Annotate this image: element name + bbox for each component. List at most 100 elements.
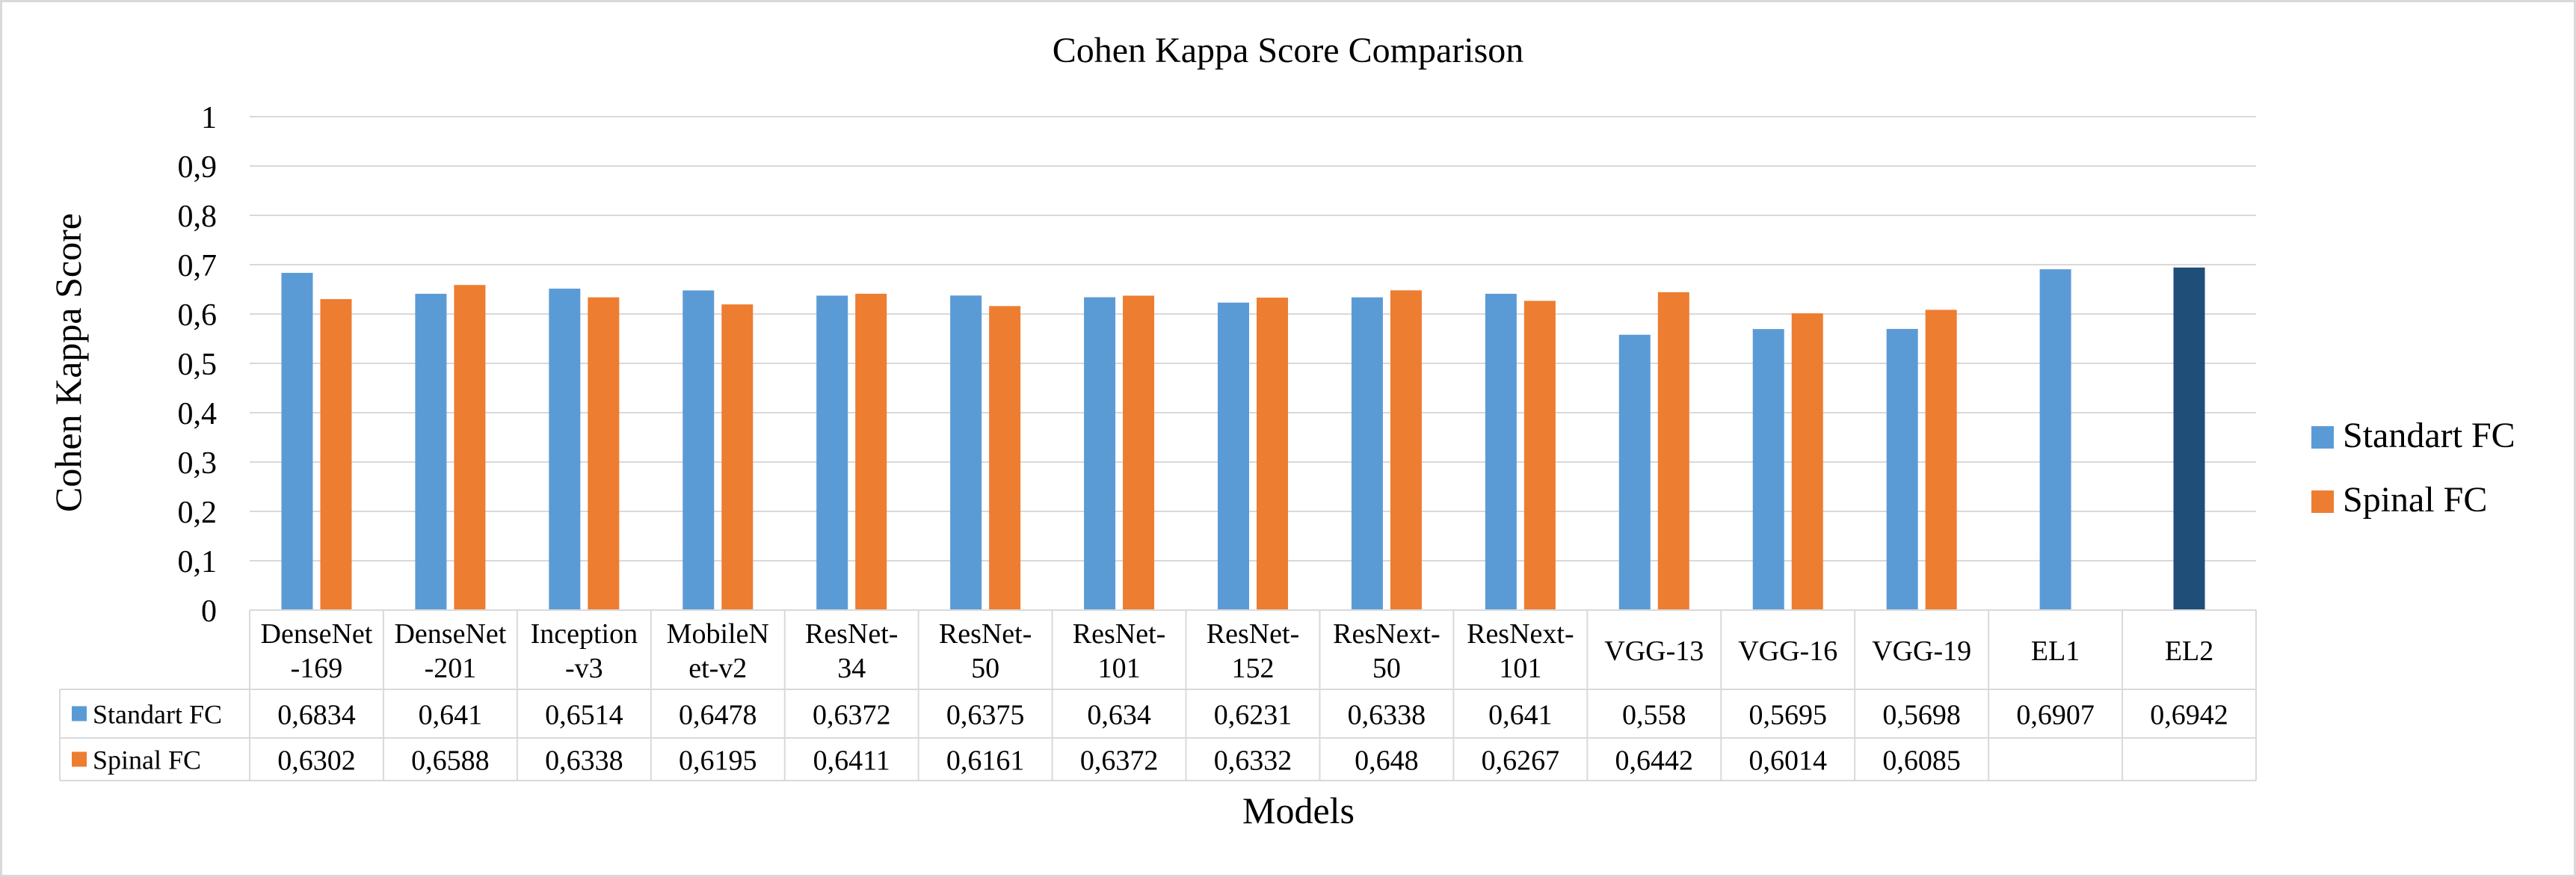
data-label: 0,6907 [2016, 700, 2095, 731]
x-tick-label: 50 [971, 653, 999, 684]
x-tick-label: ResNext- [1333, 618, 1440, 650]
data-label: 0,634 [1087, 700, 1151, 731]
x-tick-label: EL2 [2165, 636, 2213, 667]
y-tick-label: 1 [201, 101, 217, 135]
data-label: 0,6161 [946, 745, 1025, 777]
y-tick-label: 0,2 [178, 496, 218, 530]
x-tick-label: ResNet- [1207, 618, 1300, 650]
data-label: 0,6014 [1748, 745, 1827, 777]
bar-standart-fc [1886, 328, 1918, 610]
bar-spinal-fc [855, 293, 887, 610]
bar-standart-fc [816, 295, 848, 610]
x-tick-label: -169 [291, 653, 343, 684]
legend-label: Standart FC [2343, 416, 2515, 455]
bar-standart-fc [1485, 293, 1517, 610]
bar-standart-fc [1084, 297, 1116, 610]
x-tick-label: 34 [837, 653, 866, 684]
x-axis-label: Models [1242, 790, 1355, 831]
y-tick-labels: 0 0,1 0,2 0,3 0,4 0,5 0,6 0,7 0,8 0,9 1 [178, 101, 218, 629]
x-tick-label: -v3 [565, 653, 603, 684]
chart-title: Cohen Kappa Score Comparison [1053, 31, 1524, 70]
bar-spinal-fc [1523, 301, 1556, 610]
y-tick-label: 0,5 [178, 348, 218, 382]
bar-standart-fc [281, 272, 313, 610]
x-tick-label: et-v2 [688, 653, 747, 684]
x-tick-label: ResNet- [805, 618, 899, 650]
bar-spinal-fc [1925, 310, 1957, 610]
data-label: 0,6942 [2150, 700, 2228, 731]
legend-swatch [2311, 426, 2334, 449]
y-tick-label: 0,1 [178, 545, 218, 579]
y-axis-label: Cohen Kappa Score [47, 213, 89, 512]
data-label: 0,6338 [1348, 700, 1426, 731]
bar-spinal-fc [1791, 313, 1823, 610]
bar-spinal-fc [320, 299, 352, 610]
data-label: 0,6478 [679, 700, 757, 731]
data-label: 0,6231 [1214, 700, 1292, 731]
data-label: 0,6302 [277, 745, 356, 777]
x-tick-label: ResNet- [1073, 618, 1166, 650]
data-label: 0,6085 [1882, 745, 1961, 777]
data-label: 0,641 [419, 700, 483, 731]
x-tick-label: ResNext- [1467, 618, 1574, 650]
x-tick-label: VGG-16 [1738, 636, 1837, 667]
y-tick-label: 0,3 [178, 446, 218, 481]
x-tick-label: 101 [1499, 653, 1541, 684]
bar-spinal-fc [989, 306, 1021, 610]
y-tick-label: 0,6 [178, 298, 218, 333]
y-tick-label: 0,9 [178, 150, 218, 185]
bar-standart-fc [950, 295, 982, 610]
data-label: 0,6338 [545, 745, 623, 777]
bar-spinal-fc [588, 297, 620, 610]
bar-standart-fc [415, 293, 447, 610]
data-table: DenseNet-169DenseNet-201Inception-v3Mobi… [59, 609, 2257, 781]
bar-spinal-fc [454, 285, 486, 610]
bar-standart-fc [1218, 302, 1249, 610]
x-tick-label: VGG-19 [1872, 636, 1971, 667]
data-label: 0,5698 [1882, 700, 1961, 731]
bar-spinal-fc [721, 304, 754, 610]
data-label: 0,6195 [679, 745, 757, 777]
bar-spinal-fc [1390, 290, 1422, 610]
table-series-name: Standart FC [93, 700, 222, 730]
table-legend-key [72, 706, 87, 721]
data-label: 0,6372 [1080, 745, 1159, 777]
y-tick-label: 0,7 [178, 249, 218, 283]
y-tick-label: 0 [201, 594, 217, 629]
bar-standart-fc [1618, 334, 1651, 610]
bar-standart-fc [2173, 267, 2205, 610]
data-label: 0,6332 [1214, 745, 1292, 777]
x-tick-label: -201 [425, 653, 477, 684]
x-tick-label: VGG-13 [1604, 636, 1704, 667]
data-label: 0,6588 [411, 745, 490, 777]
legend: Standart FC Spinal FC [2311, 416, 2515, 520]
legend-swatch [2311, 490, 2334, 513]
data-label: 0,6442 [1615, 745, 1694, 777]
data-label: 0,5695 [1748, 700, 1827, 731]
table-legend-key [72, 751, 87, 767]
legend-label: Spinal FC [2343, 480, 2487, 520]
x-tick-label: 101 [1098, 653, 1141, 684]
y-tick-label: 0,8 [178, 200, 218, 234]
data-label: 0,6411 [813, 745, 890, 777]
data-label: 0,6267 [1482, 745, 1560, 777]
data-label: 0,641 [1488, 700, 1553, 731]
x-tick-label: ResNet- [939, 618, 1032, 650]
bar-spinal-fc [1123, 295, 1155, 610]
bar-spinal-fc [1257, 298, 1288, 610]
data-label: 0,648 [1355, 745, 1419, 777]
x-tick-label: 50 [1372, 653, 1401, 684]
x-tick-label: DenseNet [394, 618, 506, 650]
y-tick-label: 0,4 [178, 397, 218, 431]
data-label: 0,6375 [946, 700, 1025, 731]
data-label: 0,6514 [545, 700, 623, 731]
data-label: 0,6372 [813, 700, 891, 731]
x-tick-label: MobileN [667, 618, 769, 650]
x-tick-label: DenseNet [261, 618, 373, 650]
data-label: 0,6834 [277, 700, 356, 731]
table-series-name: Spinal FC [93, 745, 201, 775]
x-tick-label: Inception [531, 618, 638, 650]
bar-standart-fc [1752, 329, 1784, 610]
x-tick-label: 152 [1232, 653, 1275, 684]
